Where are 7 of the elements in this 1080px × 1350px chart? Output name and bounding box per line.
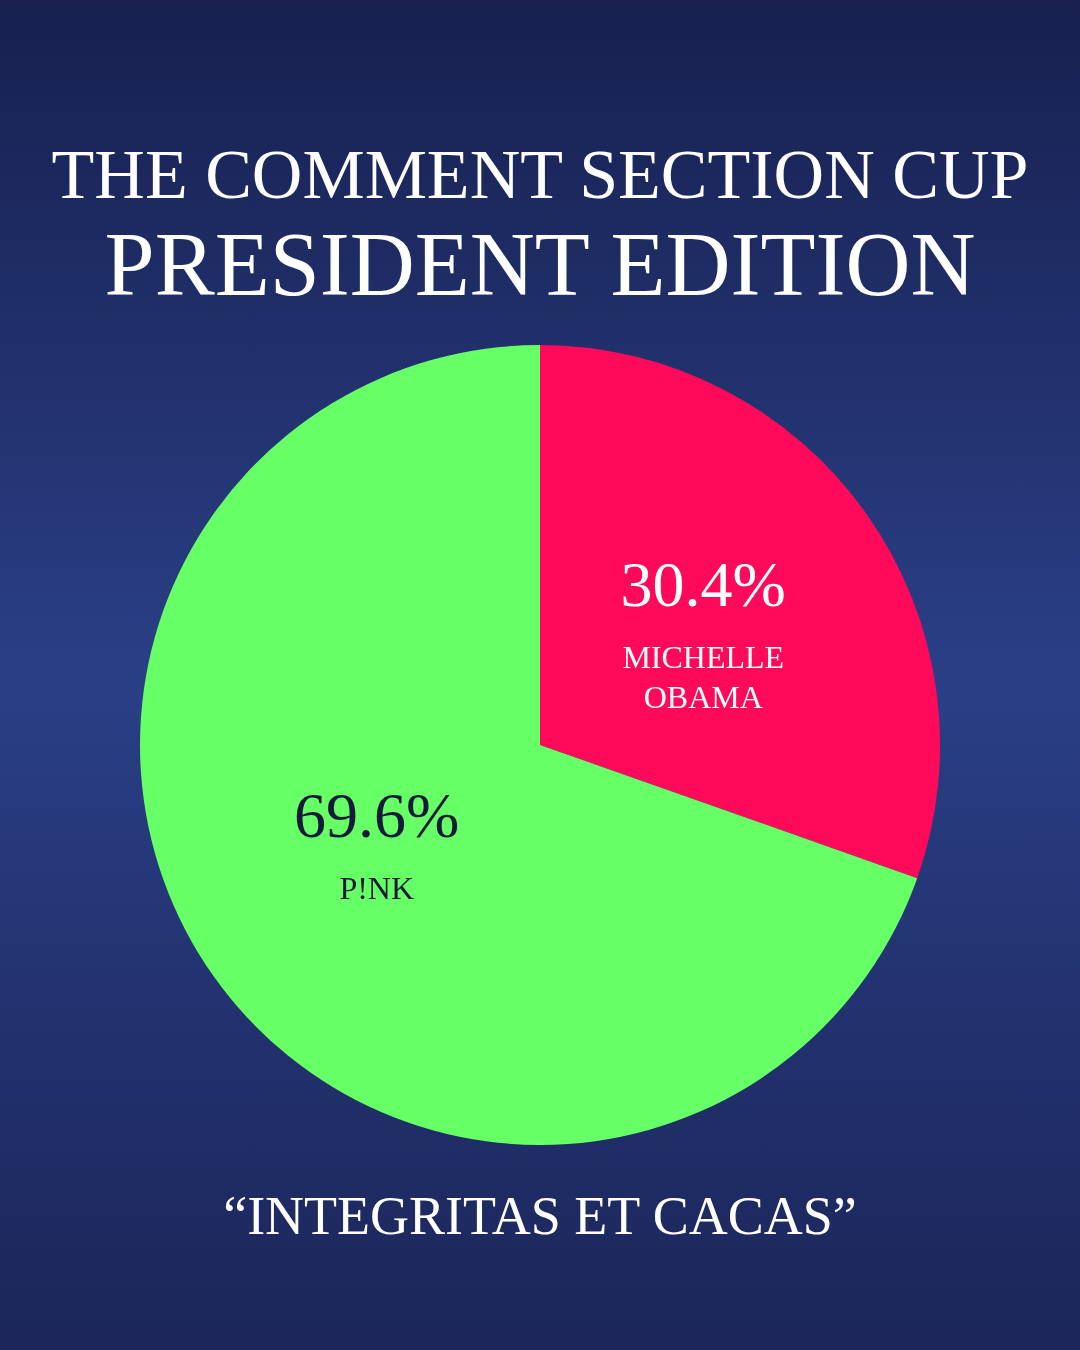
slice-label: P!NK: [339, 869, 415, 906]
chart-title: THE COMMENT SECTION CUP: [50, 135, 1030, 215]
slice-label: MICHELLE OBAMA: [622, 638, 785, 715]
chart-subtitle: PRESIDENT EDITION: [103, 215, 977, 315]
data-label: 69.6%: [294, 780, 460, 852]
data-label: 30.4%: [620, 549, 786, 621]
text: “INTEGRITAS ET CACAS”: [222, 1185, 858, 1247]
